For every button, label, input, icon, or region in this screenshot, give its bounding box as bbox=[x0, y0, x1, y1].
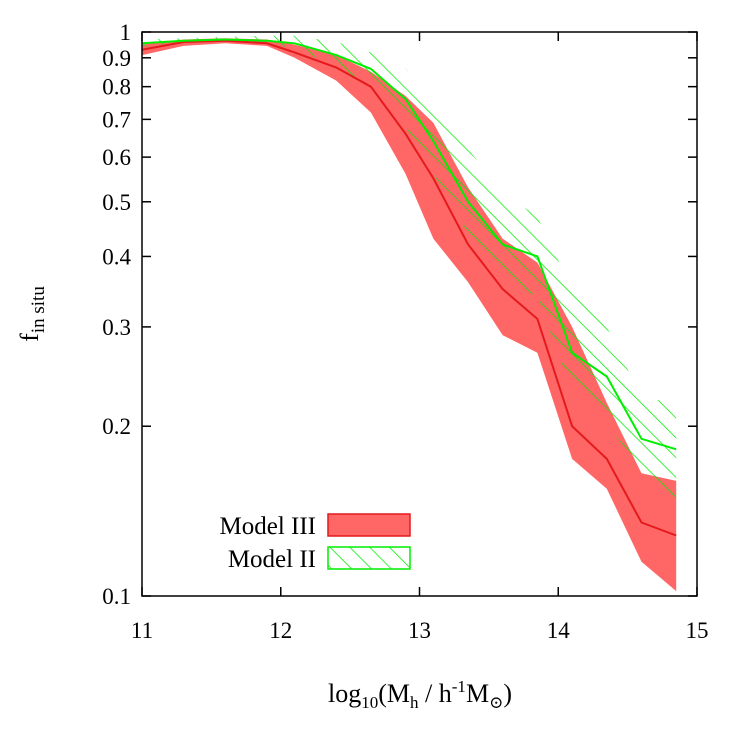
x-tick-label: 12 bbox=[269, 618, 292, 643]
legend: Model III Model II bbox=[220, 513, 411, 573]
band-model-iii bbox=[142, 38, 677, 592]
line-model-iii bbox=[142, 39, 677, 537]
plot-area bbox=[142, 35, 677, 592]
y-tick-label: 0.6 bbox=[102, 145, 131, 170]
band-model-ii bbox=[142, 35, 677, 514]
legend-label-model-ii: Model II bbox=[228, 546, 316, 573]
x-axis: 11 12 13 14 15 bbox=[131, 32, 709, 643]
y-axis-label: fin situ bbox=[15, 286, 49, 342]
x-axis-label: log10(Mh / h-1M⊙) bbox=[328, 677, 512, 712]
legend-swatch-model-iii bbox=[327, 513, 411, 537]
y-tick-label: 0.4 bbox=[102, 244, 131, 269]
y-tick-label: 0.2 bbox=[102, 414, 131, 439]
y-tick-label: 0.7 bbox=[102, 107, 131, 132]
y-axis: 0.1 0.2 0.3 0.4 0.5 0.6 0.7 0.8 0.91 bbox=[102, 20, 697, 609]
y-tick-label: 1 bbox=[120, 20, 132, 45]
x-tick-label: 15 bbox=[686, 618, 709, 643]
x-tick-label: 11 bbox=[131, 618, 153, 643]
x-tick-label: 14 bbox=[547, 618, 571, 643]
y-tick-label: 0.5 bbox=[102, 190, 131, 215]
line-model-ii bbox=[142, 38, 677, 451]
y-tick-label: 0.3 bbox=[102, 315, 131, 340]
y-tick-label: 0.8 bbox=[102, 75, 131, 100]
legend-label-model-iii: Model III bbox=[220, 513, 317, 540]
legend-swatch-model-ii bbox=[327, 546, 411, 570]
x-tick-label: 13 bbox=[408, 618, 431, 643]
y-tick-label: 0.1 bbox=[102, 584, 131, 609]
y-tick-label: 0.9 bbox=[102, 46, 131, 71]
